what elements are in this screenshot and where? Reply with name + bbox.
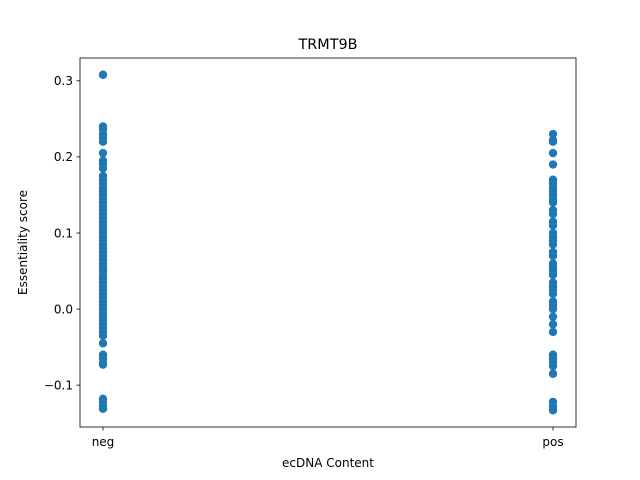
y-axis-label: Essentiality score <box>16 190 30 295</box>
data-point-pos <box>548 148 558 158</box>
y-tick-label: 0.1 <box>54 226 73 240</box>
data-point-pos <box>548 327 558 337</box>
data-points <box>98 70 558 415</box>
data-point-pos <box>548 129 558 139</box>
data-point-pos <box>548 270 558 280</box>
chart-title: TRMT9B <box>297 37 357 53</box>
data-point-pos <box>548 240 558 249</box>
x-tick-label: pos <box>542 435 563 449</box>
data-point-neg <box>98 164 108 173</box>
data-point-pos <box>548 289 558 299</box>
data-point-pos <box>548 320 558 329</box>
data-point-pos <box>548 160 558 169</box>
x-axis-label: ecDNA Content <box>282 456 374 470</box>
data-point-neg <box>98 404 108 413</box>
data-point-pos <box>548 369 558 378</box>
data-point-pos <box>548 406 558 415</box>
data-point-pos <box>548 312 558 321</box>
data-point-neg <box>98 339 108 348</box>
data-point-neg <box>98 360 108 369</box>
y-tick-label: 0.0 <box>54 302 73 316</box>
data-point-pos <box>548 251 558 261</box>
y-tick-label: −0.1 <box>44 378 73 392</box>
data-point-neg <box>98 331 108 340</box>
data-point-pos <box>548 221 558 230</box>
data-point-pos <box>548 361 558 371</box>
axes: −0.1 0.0 0.1 0.2 0.3 neg pos <box>44 74 564 449</box>
data-point-pos <box>548 137 558 146</box>
data-point-pos <box>548 209 558 219</box>
data-point-pos <box>548 198 558 207</box>
data-point-neg <box>98 148 108 158</box>
data-point-pos <box>548 304 558 314</box>
plot-area-frame <box>79 57 577 428</box>
y-tick-label: 0.3 <box>54 74 73 88</box>
data-point-neg <box>98 137 108 146</box>
y-tick-label: 0.2 <box>54 150 73 164</box>
x-tick-label: neg <box>92 435 115 449</box>
data-point-neg <box>98 70 108 79</box>
